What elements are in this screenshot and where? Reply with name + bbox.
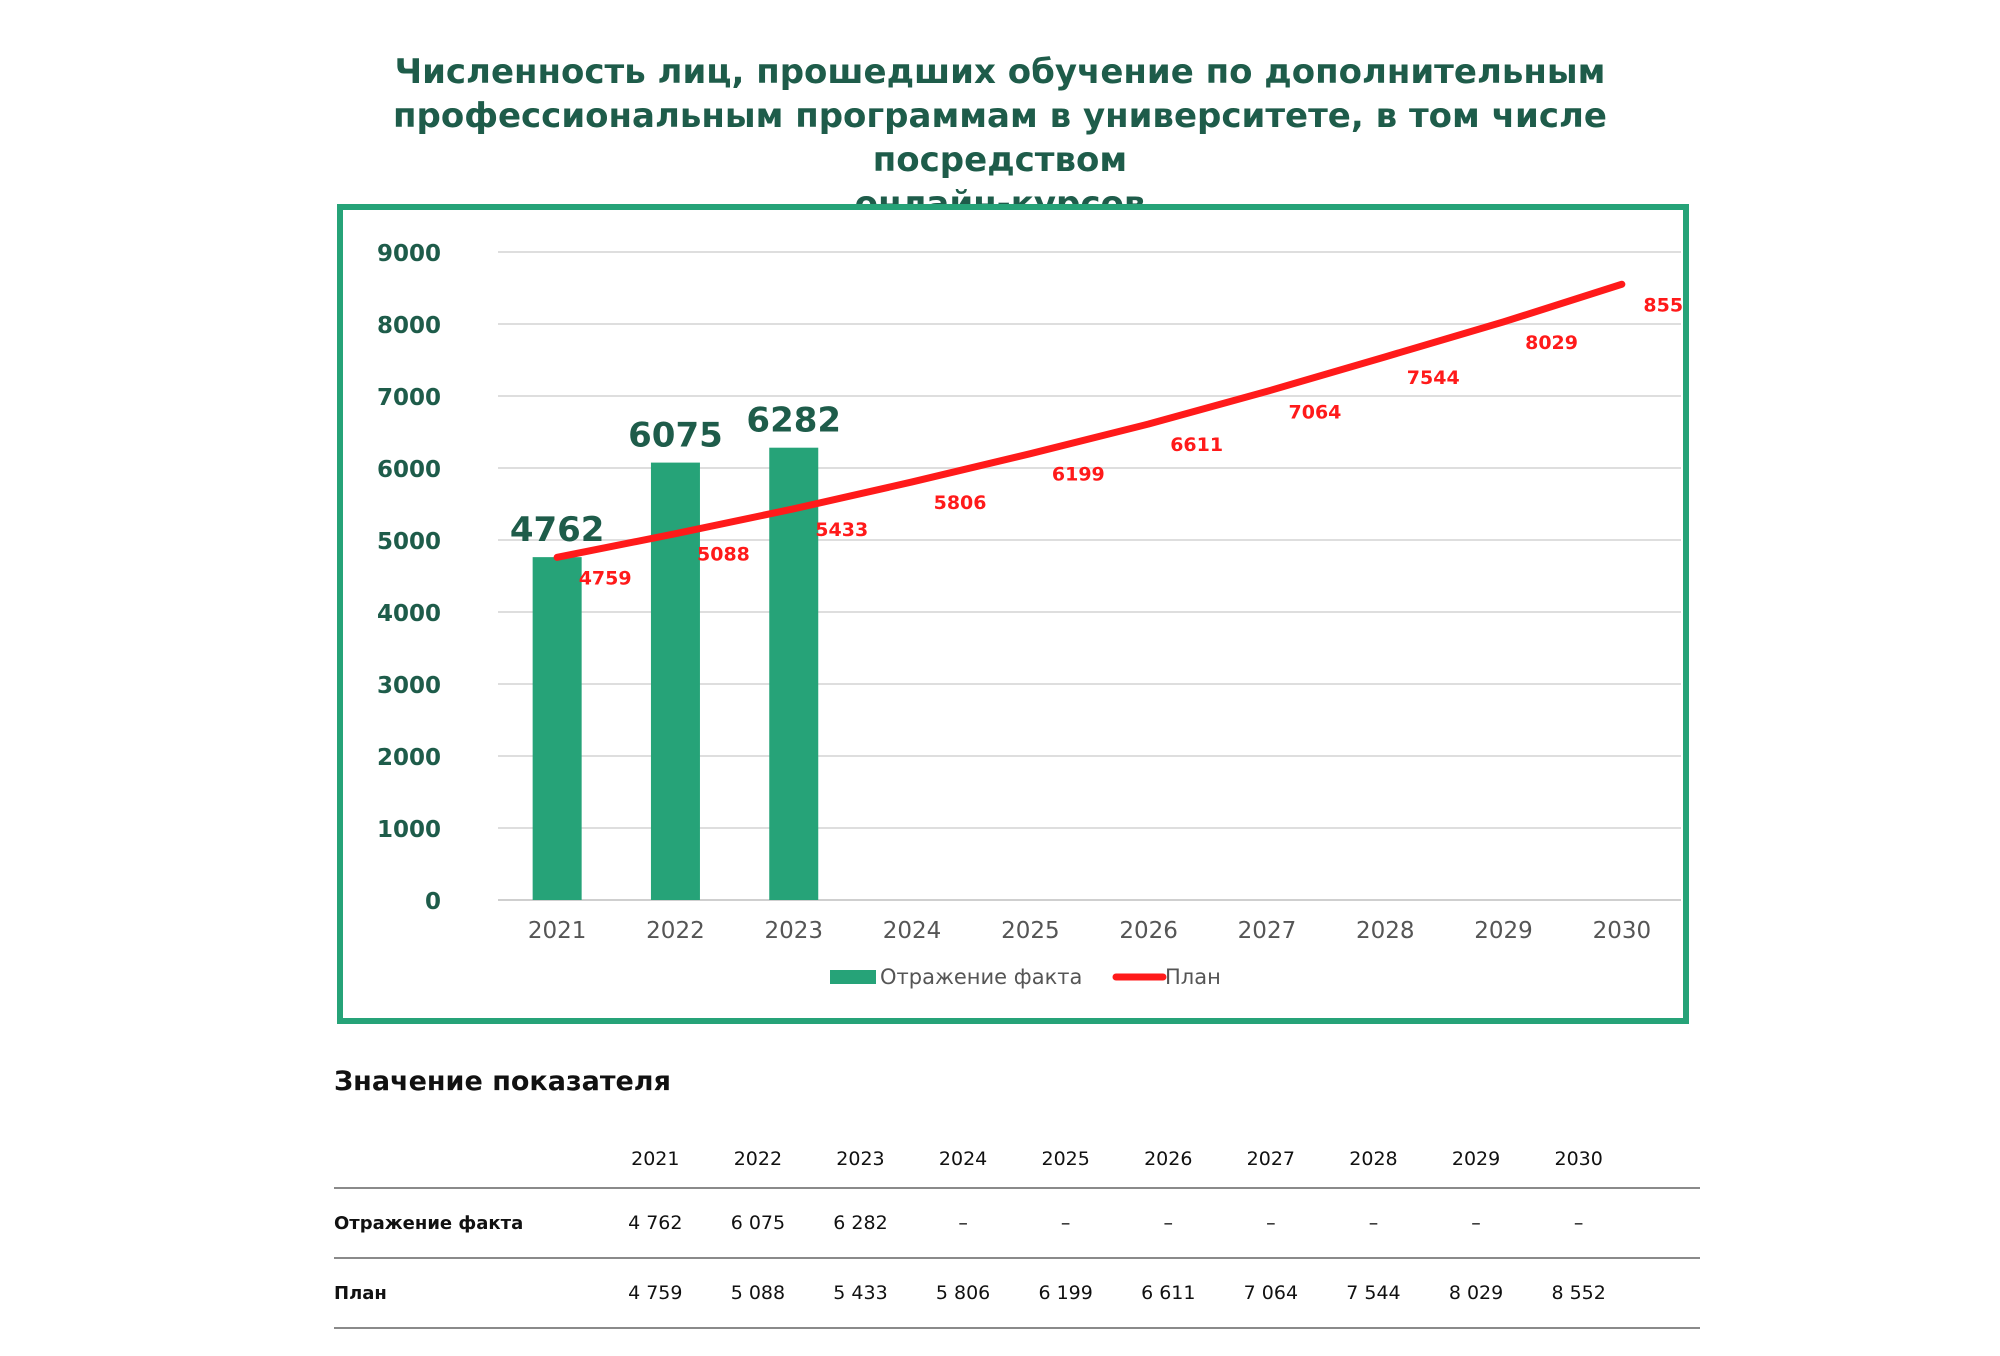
table-cell: 5 433 (833, 1282, 888, 1304)
plan-data-label: 4759 (579, 567, 632, 589)
chart-title-line: профессиональным программам в университе… (393, 96, 1607, 180)
plan-data-label: 6199 (1052, 464, 1105, 486)
table-cell: 4 762 (628, 1212, 683, 1234)
table-year-header: 2022 (733, 1147, 783, 1170)
table-year-header: 2030 (1554, 1147, 1603, 1170)
table-cell: 6 282 (833, 1212, 888, 1234)
x-tick-label: 2030 (1593, 918, 1652, 944)
table-cell: 7 064 (1243, 1282, 1299, 1304)
table-cell: 4 759 (628, 1282, 683, 1304)
table-year-header: 2021 (631, 1147, 680, 1170)
y-tick-label: 6000 (377, 457, 441, 483)
chart-plot: 0 1000 2000 3000 4000 5000 6000 7000 8000 9000 202… (377, 241, 1683, 989)
y-tick-label: 4000 (377, 601, 441, 627)
indicator-table: 2021 2022 2023 2024 2025 2026 2027 2028 … (334, 1130, 1700, 1329)
bar-fact (532, 557, 582, 900)
table-cell: 5 088 (730, 1282, 786, 1304)
y-tick-label: 7000 (377, 385, 441, 411)
table-year-header: 2023 (836, 1147, 885, 1170)
plan-data-label: 6611 (1170, 434, 1223, 456)
table-spacer-cell (1630, 1258, 1700, 1328)
x-tick-label: 2022 (646, 918, 705, 944)
x-tick-label: 2023 (764, 918, 823, 944)
table-cell: – (1266, 1212, 1276, 1234)
table-cell: – (1573, 1212, 1584, 1234)
table-cell: 6 611 (1141, 1282, 1196, 1304)
y-tick-label: 2000 (377, 745, 441, 771)
plan-data-label: 7064 (1289, 401, 1342, 423)
plan-data-label: 8029 (1525, 332, 1578, 354)
table-year-header: 2028 (1349, 1147, 1398, 1170)
x-tick-label: 2027 (1238, 918, 1297, 944)
table-row-label: Отражение факта (334, 1212, 524, 1234)
y-tick-label: 3000 (377, 673, 441, 699)
x-tick-label: 2024 (883, 918, 942, 944)
table-cell: – (958, 1212, 968, 1234)
y-tick-label: 5000 (377, 529, 441, 555)
plan-data-label: 5433 (815, 519, 868, 541)
table-spacer-cell (1630, 1130, 1700, 1188)
legend-swatch-fact (830, 970, 876, 984)
bar-data-label: 6075 (628, 416, 723, 456)
x-tick-label: 2026 (1119, 918, 1178, 944)
table-cell: – (1163, 1212, 1174, 1234)
table-row-fact: Отражение факта 4 762 6 075 6 282 – – – … (334, 1188, 1700, 1258)
x-tick-label: 2021 (528, 918, 587, 944)
plan-data-label: 5088 (697, 544, 750, 566)
table-cell: 8 552 (1551, 1282, 1606, 1304)
x-tick-label: 2029 (1474, 918, 1533, 944)
legend-label-fact: Отражение факта (880, 965, 1082, 989)
table-year-header: 2029 (1451, 1147, 1501, 1170)
plan-data-label: 5806 (934, 492, 987, 514)
table-cell: 8 029 (1448, 1282, 1504, 1304)
table-cell: – (1060, 1212, 1071, 1234)
table-year-header: 2024 (938, 1147, 988, 1170)
table-row-plan: План 4 759 5 088 5 433 5 806 6 199 6 611… (334, 1258, 1700, 1328)
table-cell: 6 075 (730, 1212, 786, 1234)
table-spacer-cell (1630, 1188, 1700, 1258)
plan-data-label: 7544 (1407, 367, 1460, 389)
table-cell: 5 806 (935, 1282, 991, 1304)
x-tick-label: 2025 (1001, 918, 1060, 944)
table-row-label: План (334, 1282, 387, 1304)
bar-data-label: 4762 (510, 510, 605, 550)
table-cell: – (1368, 1212, 1379, 1234)
y-tick-label: 1000 (377, 817, 441, 843)
bar-data-label: 6282 (746, 401, 841, 441)
y-tick-label: 8000 (377, 313, 441, 339)
plan-series-line (553, 280, 1626, 561)
table-cell: 7 544 (1346, 1282, 1401, 1304)
chart-title: Численность лиц, прошедших обучение по д… (300, 50, 1700, 226)
legend-label-plan: План (1165, 965, 1221, 989)
y-tick-label: 9000 (377, 241, 441, 267)
table-year-header: 2026 (1144, 1147, 1193, 1170)
bar-fact (769, 447, 819, 900)
y-tick-label: 0 (425, 889, 441, 915)
table-corner-cell (334, 1130, 604, 1188)
table-heading: Значение показателя (334, 1066, 671, 1097)
table-cell: – (1471, 1212, 1481, 1234)
table-header-row: 2021 2022 2023 2024 2025 2026 2027 2028 … (334, 1130, 1700, 1188)
chart-title-line: Численность лиц, прошедших обучение по д… (394, 52, 1606, 92)
x-tick-label: 2028 (1356, 918, 1415, 944)
table-cell: 6 199 (1038, 1282, 1093, 1304)
table-year-header: 2025 (1041, 1147, 1090, 1170)
table-year-header: 2027 (1246, 1147, 1296, 1170)
chart-frame: 0 1000 2000 3000 4000 5000 6000 7000 8000 9000 202… (337, 204, 1689, 1024)
